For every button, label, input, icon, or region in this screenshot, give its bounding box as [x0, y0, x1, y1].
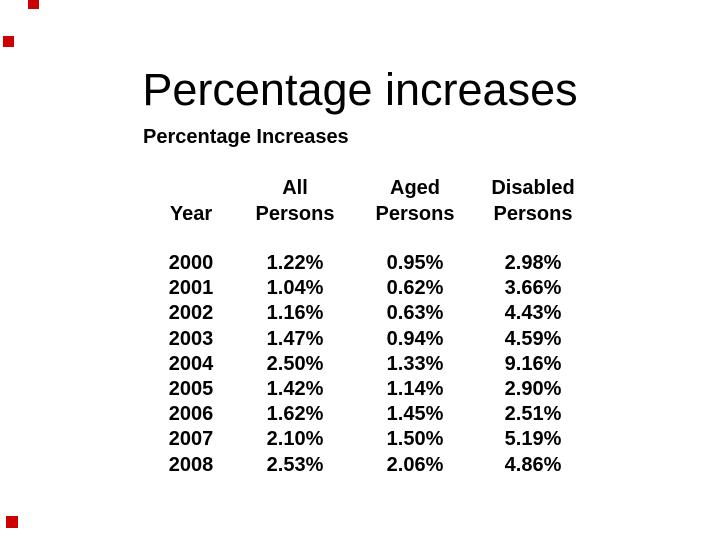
cell-aged-persons: 2.06%	[386, 453, 444, 476]
cell-disabled-persons: 4.86%	[504, 453, 562, 476]
cell-all-persons: 2.50%	[266, 352, 324, 375]
cell-disabled-persons: 4.59%	[504, 327, 562, 350]
cell-all-persons: 1.16%	[266, 302, 324, 325]
cell-aged-persons: 0.63%	[386, 302, 444, 325]
cell-disabled-persons: 4.43%	[504, 302, 562, 325]
cell-year: 2008	[168, 453, 214, 476]
cell-all-persons: 1.62%	[266, 403, 324, 426]
column-header-aged-persons: Aged Persons	[351, 175, 479, 227]
cell-aged-persons: 1.14%	[386, 377, 444, 400]
cell-disabled-persons: 9.16%	[504, 352, 562, 375]
cell-year: 2001	[168, 277, 214, 300]
cell-aged-persons: 1.33%	[386, 352, 444, 375]
cell-all-persons: 1.22%	[266, 252, 324, 274]
red-square-marker-top	[28, 0, 39, 9]
cell-all-persons: 1.47%	[266, 327, 324, 350]
cell-disabled-persons: 3.66%	[504, 277, 562, 300]
cell-year: 2004	[168, 352, 214, 375]
cell-all-persons: 2.10%	[266, 428, 324, 451]
column-header-disabled-persons: Disabled Persons	[479, 175, 587, 227]
column-header-line: Disabled	[491, 177, 575, 199]
table-title: Percentage Increases	[143, 126, 349, 148]
column-header-line: All	[282, 177, 308, 199]
column-header-line: Persons	[493, 203, 573, 225]
cell-all-persons: 1.42%	[266, 377, 324, 400]
cell-disabled-persons: 2.90%	[504, 377, 562, 400]
cell-all-persons: 1.04%	[266, 277, 324, 300]
cell-year: 2007	[168, 428, 214, 451]
cell-year: 2002	[168, 302, 214, 325]
red-square-marker-left	[3, 36, 14, 47]
cell-year: 2000	[168, 252, 214, 274]
cell-aged-persons: 0.94%	[386, 327, 444, 350]
column-header-line: Year	[169, 203, 213, 225]
cell-year: 2003	[168, 327, 214, 350]
cell-aged-persons: 1.50%	[386, 428, 444, 451]
column-header-line: Persons	[255, 203, 335, 225]
column-header-year: Year	[143, 175, 239, 227]
cell-disabled-persons: 5.19%	[504, 428, 562, 451]
cell-disabled-persons: 2.51%	[504, 403, 562, 426]
red-square-marker-bottom	[6, 516, 18, 528]
column-header-all-persons: All Persons	[239, 175, 351, 227]
cell-all-persons: 2.53%	[266, 453, 324, 476]
cell-aged-persons: 0.95%	[386, 252, 444, 274]
cell-disabled-persons: 2.98%	[504, 252, 562, 274]
table-body: 2000 1.22% 0.95% 2.98% 2001 1.04% 0.62% …	[143, 251, 587, 478]
slide-title: Percentage increases	[142, 64, 578, 115]
cell-aged-persons: 1.45%	[386, 403, 444, 426]
cell-year: 2005	[168, 377, 214, 400]
column-header-line: Persons	[375, 203, 455, 225]
cell-aged-persons: 0.62%	[386, 277, 444, 300]
table-header-row: Year All Persons Aged Persons Disabled P…	[143, 175, 587, 227]
column-header-line: Aged	[390, 177, 440, 199]
cell-year: 2006	[168, 403, 214, 426]
